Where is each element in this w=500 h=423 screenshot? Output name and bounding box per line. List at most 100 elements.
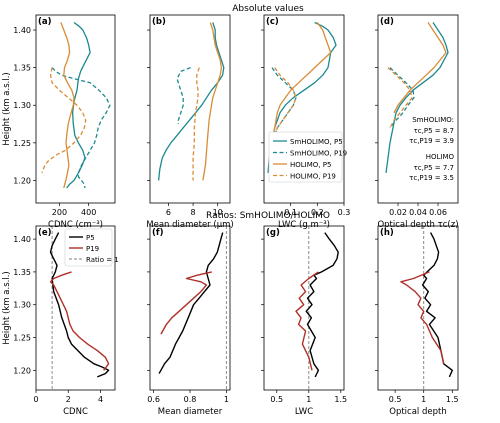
series-line [192,67,200,181]
x-tick-label: 400 [81,208,96,217]
annotation-smholimo-p5: τc,P5 = 8.7 [414,127,454,135]
panel-label: (h) [380,228,394,238]
series-line [60,22,75,189]
legend-entry: Ratio = 1 [86,256,119,264]
y-tick-label: 1.40 [13,26,31,35]
series-line [41,67,87,174]
legend-box [64,228,113,267]
panel-d: 0.02 0.04 0.06 Optical depth τc(z) (d) SmHOLI… [375,14,459,230]
x-tick-label: 0.1 [284,208,297,217]
x-tick-label: 0.02 [389,208,407,217]
series-line [66,21,91,189]
x-tick-label: 1 [306,395,311,404]
series-line [389,67,415,129]
x-axis-label: CDNC [63,407,88,417]
series-line [393,22,447,114]
row-title-ratios: Ratios: SmHOLIMO/HOLIMO [206,211,330,221]
series-line [400,271,445,364]
legend-entry: SmHOLIMO, P19 [290,150,347,158]
x-axis-label: LWC (g m⁻³) [278,220,330,230]
row-title-absolute: Absolute values [232,4,304,14]
x-axis-label: Optical depth τc(z) [377,220,458,230]
x-axis-label: Mean diameter [158,407,223,417]
x-tick-label: 0 [33,395,38,404]
legend-entry: P19 [86,245,99,253]
annotation-smholimo-p19: τc,P19 = 3.9 [409,137,454,145]
x-tick-label: 4 [98,395,103,404]
x-axis-label: LWC [295,407,313,417]
axes-frame [263,225,345,391]
x-tick-label: 1 [421,395,426,404]
x-tick-label: 1.5 [446,395,459,404]
x-tick-label: 0.8 [184,395,197,404]
x-tick-label: 0.06 [429,208,447,217]
x-tick-label: 1.5 [334,395,347,404]
legend-entry: HOLIMO, P19 [290,173,336,181]
series-line [271,67,297,136]
panel-label: (e) [38,228,52,238]
axes-frame [377,225,459,391]
series-line [305,232,339,378]
series-line [295,271,319,371]
annotation-holimo-p19: τc,P19 = 3.5 [409,174,454,182]
panel-label: (d) [380,17,394,27]
y-tick-label: 1.35 [13,64,31,73]
x-tick-label: 2 [66,395,71,404]
series-line [385,22,449,173]
axes-frame [263,14,345,204]
x-tick-label: 0.5 [270,395,283,404]
series-line [49,271,110,371]
x-axis-label: Optical depth [389,407,446,417]
panel-e: 1.20 1.25 1.30 1.35 1.40 0 2 4 CDNC Height (km a.… [2,225,119,417]
x-tick-label: 6 [166,208,171,217]
x-tick-label: 1 [224,395,229,404]
y-axis-label: Height (km a.s.l.) [2,72,12,145]
panel-g: 0.5 1 1.5 LWC (g) [261,225,347,417]
x-tick-label: 0.3 [338,208,351,217]
annotation-holimo-title: HOLIMO [426,153,455,161]
panel-a: 1.20 1.25 1.30 1.35 1.40 200 400 CDNC (cm⁻³) Hei… [2,14,116,230]
x-axis-label: Mean diameter (μm) [146,220,233,230]
panel-label: (f) [152,228,164,238]
x-tick-label: 0.5 [389,395,402,404]
panel-c: 0.1 0.2 0.3 LWC (g m⁻³) (c) SmHOLIMO, P5 SmHOL… [261,14,351,230]
x-tick-label: 8 [191,208,196,217]
series-line [271,22,332,143]
series-line [202,22,223,181]
series-line [158,232,224,374]
y-tick-label: 1.20 [13,366,31,375]
legend-entry: HOLIMO, P5 [290,161,331,169]
series-line [176,66,191,124]
x-tick-label: 200 [52,208,67,217]
y-tick-label: 1.25 [13,334,31,343]
annotation-smholimo-title: SmHOLIMO: [412,116,454,124]
series-line [274,67,297,136]
x-tick-label: 0.04 [409,208,427,217]
y-tick-label: 1.30 [13,101,31,110]
series-line [49,232,110,378]
panel-label: (c) [266,17,279,27]
legend-box [268,131,343,183]
axes-frame [35,225,116,391]
legend-entry: P5 [86,234,95,242]
y-tick-label: 1.25 [13,139,31,148]
panel-label: (a) [38,17,52,27]
y-axis-label: Height (km a.s.l.) [2,271,12,344]
x-tick-label: 0.2 [311,208,324,217]
x-axis-label: CDNC (cm⁻³) [48,220,103,230]
y-tick-label: 1.35 [13,268,31,277]
series-line [387,67,413,129]
series-line [160,271,212,335]
panel-label: (b) [152,17,166,27]
panel-b: 6 8 10 Mean diameter (μm) (b) [146,14,234,230]
legend-entry: SmHOLIMO, P5 [290,138,343,146]
x-tick-label: 10 [213,208,223,217]
y-tick-label: 1.20 [13,176,31,185]
series-line [421,232,453,378]
annotation-holimo-p5: τc,P5 = 7.7 [414,164,454,172]
axes-frame [149,14,231,204]
y-tick-label: 1.30 [13,301,31,310]
